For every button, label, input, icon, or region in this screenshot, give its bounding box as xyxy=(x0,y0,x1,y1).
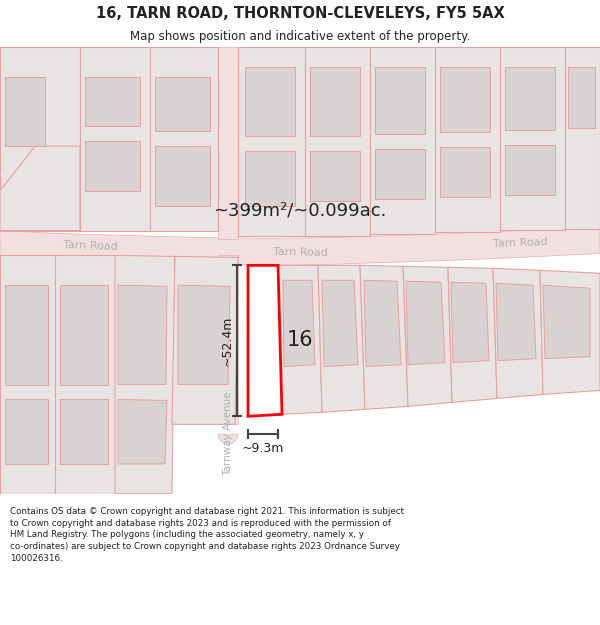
Polygon shape xyxy=(540,270,600,394)
Text: 16, TARN ROAD, THORNTON-CLEVELEYS, FY5 5AX: 16, TARN ROAD, THORNTON-CLEVELEYS, FY5 5… xyxy=(95,6,505,21)
Polygon shape xyxy=(60,285,108,384)
Polygon shape xyxy=(118,285,167,384)
Polygon shape xyxy=(0,146,80,231)
Polygon shape xyxy=(375,149,425,199)
Polygon shape xyxy=(448,268,497,402)
Text: ~52.4m: ~52.4m xyxy=(221,316,233,366)
Polygon shape xyxy=(278,266,322,414)
Text: Contains OS data © Crown copyright and database right 2021. This information is : Contains OS data © Crown copyright and d… xyxy=(10,507,404,563)
Polygon shape xyxy=(375,67,425,134)
Polygon shape xyxy=(0,228,600,266)
Text: Tarn Road: Tarn Road xyxy=(272,247,328,258)
Polygon shape xyxy=(568,67,595,128)
Polygon shape xyxy=(5,285,48,384)
Polygon shape xyxy=(505,145,555,195)
Polygon shape xyxy=(218,47,238,239)
Polygon shape xyxy=(360,266,408,409)
Text: Tarn Road: Tarn Road xyxy=(62,239,118,251)
Polygon shape xyxy=(403,266,452,406)
Polygon shape xyxy=(310,151,360,201)
Polygon shape xyxy=(310,67,360,136)
Polygon shape xyxy=(5,77,45,146)
Text: Map shows position and indicative extent of the property.: Map shows position and indicative extent… xyxy=(130,30,470,43)
Polygon shape xyxy=(435,47,500,232)
Polygon shape xyxy=(238,47,305,236)
Text: ~399m²/~0.099ac.: ~399m²/~0.099ac. xyxy=(214,202,386,220)
Polygon shape xyxy=(322,280,358,367)
Polygon shape xyxy=(115,256,175,494)
Polygon shape xyxy=(218,256,238,424)
Polygon shape xyxy=(0,47,80,231)
Wedge shape xyxy=(218,434,238,444)
Polygon shape xyxy=(85,141,140,191)
Polygon shape xyxy=(5,399,48,464)
Text: Tarn Road: Tarn Road xyxy=(493,238,548,249)
Polygon shape xyxy=(505,67,555,130)
Polygon shape xyxy=(172,256,238,424)
Text: Tarnway Avenue: Tarnway Avenue xyxy=(223,392,233,476)
Polygon shape xyxy=(451,282,489,362)
Polygon shape xyxy=(364,280,401,367)
Polygon shape xyxy=(155,146,210,206)
Text: 16: 16 xyxy=(287,330,313,350)
Polygon shape xyxy=(565,47,600,229)
Polygon shape xyxy=(283,280,315,367)
Polygon shape xyxy=(318,266,365,412)
Polygon shape xyxy=(248,266,282,416)
Polygon shape xyxy=(118,399,167,464)
Polygon shape xyxy=(305,47,370,236)
Polygon shape xyxy=(440,67,490,132)
Text: ~9.3m: ~9.3m xyxy=(242,442,284,454)
Polygon shape xyxy=(0,256,55,494)
Polygon shape xyxy=(406,281,445,364)
Polygon shape xyxy=(60,399,108,464)
Polygon shape xyxy=(85,77,140,126)
Polygon shape xyxy=(440,147,490,197)
Polygon shape xyxy=(493,268,543,398)
Polygon shape xyxy=(500,47,565,229)
Polygon shape xyxy=(155,77,210,131)
Polygon shape xyxy=(178,285,230,384)
Polygon shape xyxy=(245,151,295,206)
Polygon shape xyxy=(370,47,435,234)
Polygon shape xyxy=(80,47,150,231)
Polygon shape xyxy=(245,67,295,136)
Polygon shape xyxy=(55,256,115,494)
Polygon shape xyxy=(496,283,536,361)
Polygon shape xyxy=(150,47,218,231)
Polygon shape xyxy=(543,285,590,359)
